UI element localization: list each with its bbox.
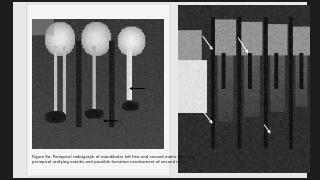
Text: Figure 8a: Periapical radiograph of mandibular left first and second molar showi: Figure 8a: Periapical radiograph of mand… bbox=[32, 155, 194, 164]
Bar bbox=[27, 4, 170, 176]
